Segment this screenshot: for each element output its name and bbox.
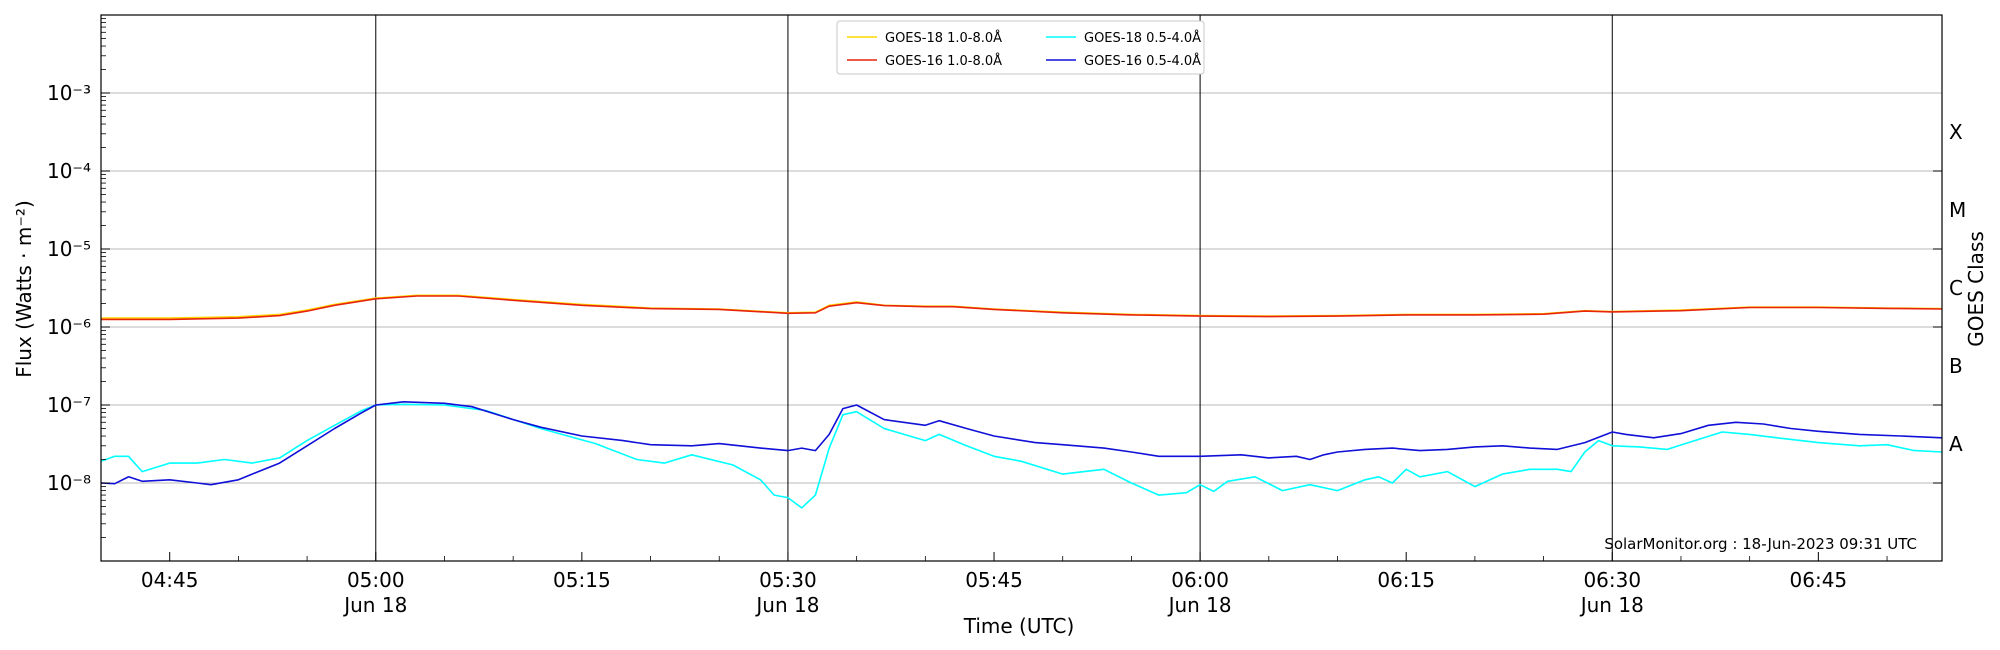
y-tick-label: 10⁻⁴ [47,159,91,183]
goes-class-label: X [1949,120,1963,144]
x-tick-label: 06:15 [1377,568,1435,592]
x-tick-label: 04:45 [141,568,199,592]
y-tick-label: 10⁻⁵ [47,237,91,261]
plot-series [100,294,1943,509]
legend-box [836,20,1205,75]
y-tick-label: 10⁻⁸ [47,471,91,495]
legend-entry: GOES-16 1.0-8.0Å [885,53,1002,69]
x-tick-date-label: Jun 18 [1167,593,1232,617]
plot-frame [100,14,1943,562]
x-tick-label: 05:30 [759,568,817,592]
x-axis-title: Time (UTC) [963,614,1075,638]
series-line-3 [100,403,1943,509]
axis-ticks [100,18,1942,561]
y-tick-labels: 10⁻⁸ 10⁻⁷ 10⁻⁶ 10⁻⁵ 10⁻⁴ 10⁻³ [47,81,91,495]
x-tick-date-label: Jun 18 [342,593,407,617]
x-tick-label: 06:45 [1790,568,1848,592]
goes-class-label: A [1949,432,1963,456]
right-axis-title: GOES Class [1964,231,1988,347]
series-line-2 [101,295,1943,321]
legend-entry: GOES-18 0.5-4.0Å [1084,30,1201,46]
goes-class-label: M [1949,198,1966,222]
grid-lines [101,92,1942,484]
credit-text: SolarMonitor.org : 18-Jun-2023 09:31 UTC [1604,535,1917,553]
series-line-4 [100,400,1943,486]
x-tick-label: 05:45 [965,568,1023,592]
legend: GOES-18 1.0-8.0Å GOES-16 1.0-8.0Å GOES-18 … [836,20,1205,75]
x-tick-label: 05:15 [553,568,611,592]
goes-class-label: C [1949,276,1963,300]
x-tick-label: 06:00 [1171,568,1229,592]
x-tick-date-label: Jun 18 [754,593,819,617]
y-tick-label: 10⁻³ [47,81,91,105]
x-tick-label: 06:30 [1583,568,1641,592]
goes-class-labels: A B C M X [1949,120,1966,456]
x-tick-date-label: Jun 18 [1579,593,1644,617]
legend-entry: GOES-16 0.5-4.0Å [1084,53,1201,69]
legend-entry: GOES-18 1.0-8.0Å [885,30,1002,46]
y-axis-title: Flux (Watts · m⁻²) [12,200,36,378]
y-tick-label: 10⁻⁷ [47,393,91,417]
y-tick-label: 10⁻⁶ [47,315,91,339]
x-tick-label: 05:00 [347,568,405,592]
goes-class-label: B [1949,354,1963,378]
day-marker-lines [375,15,1613,561]
